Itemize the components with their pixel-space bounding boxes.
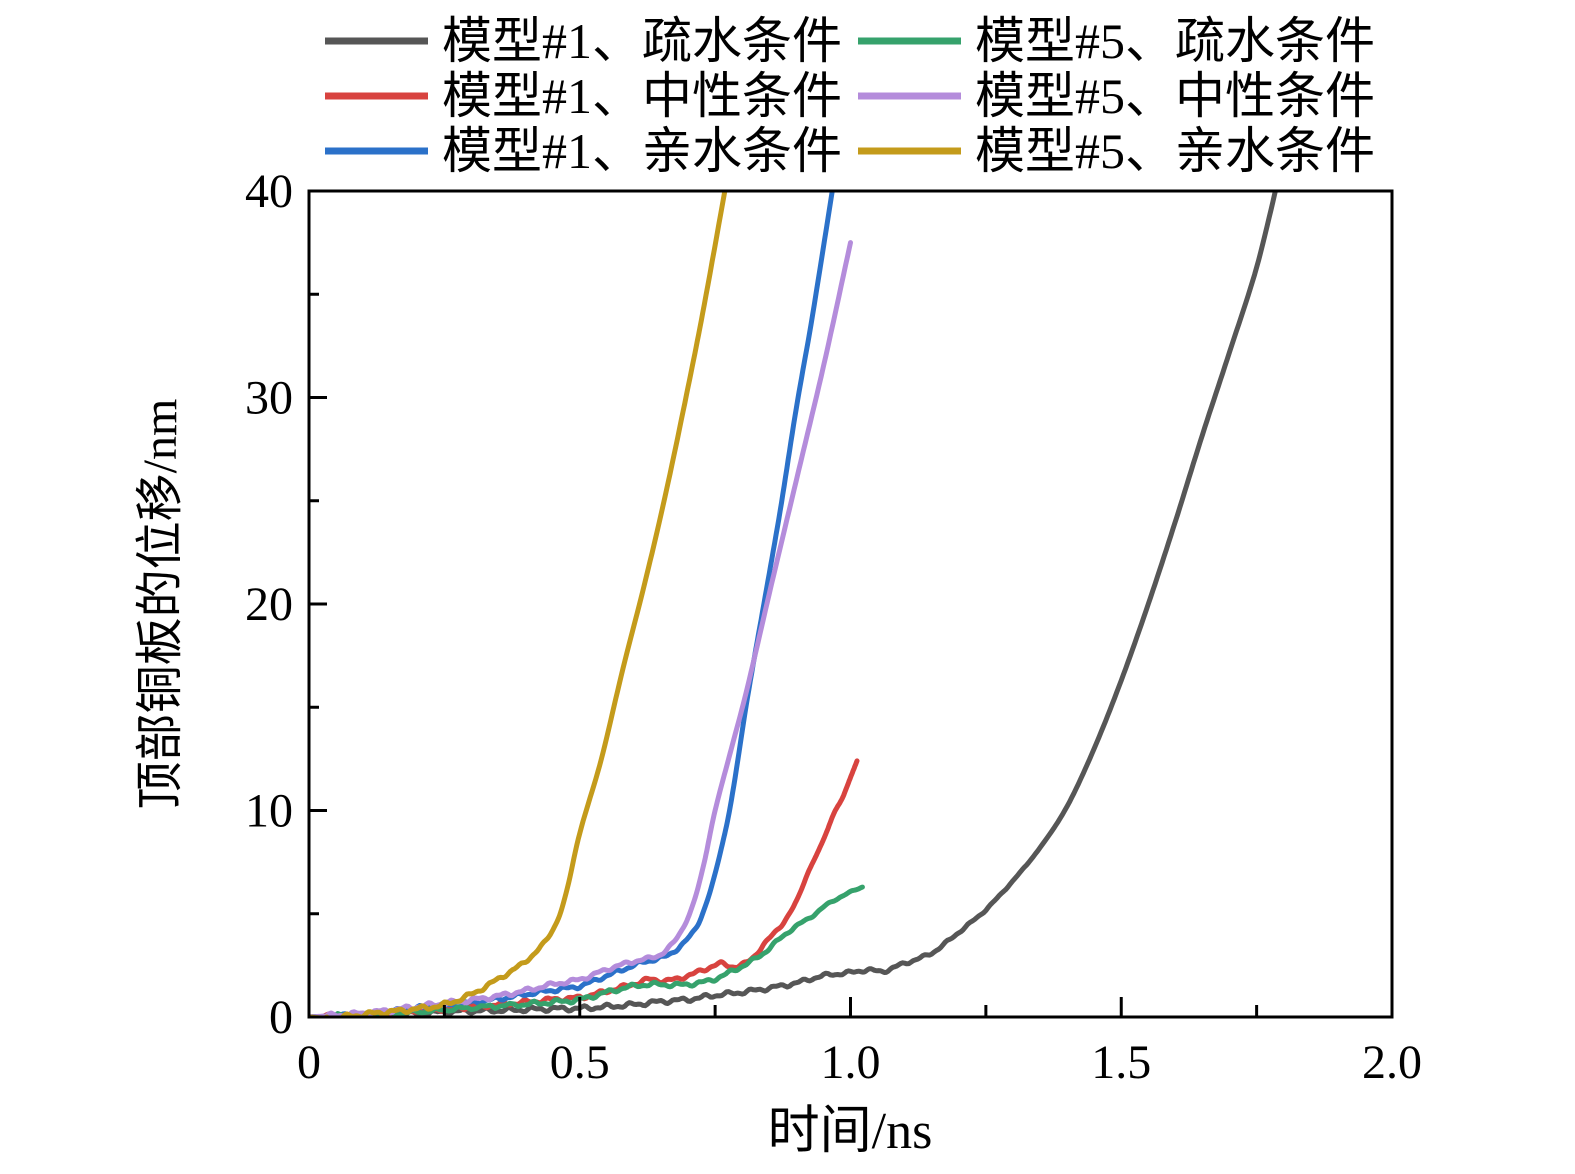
x-axis-title: 时间/ns (768, 1103, 933, 1160)
y-tick-label: 10 (245, 785, 293, 838)
y-tick-label: 30 (245, 372, 293, 425)
legend-item: 模型#1、疏水条件 (325, 13, 842, 69)
y-tick-label: 20 (245, 578, 293, 631)
tick-labels-group: 0 0.5 1.0 1.5 2.0 0 10 20 30 40 (245, 165, 1422, 1089)
legend-label: 模型#1、疏水条件 (442, 13, 842, 69)
x-tick-label: 2.0 (1362, 1036, 1422, 1089)
curve-模型#1、疏水条件 (309, 191, 1278, 1017)
legend-label: 模型#5、中性条件 (975, 68, 1375, 124)
x-tick-label: 0 (297, 1036, 321, 1089)
ticks-group (307, 189, 1394, 1019)
legend-item: 模型#5、疏水条件 (858, 13, 1375, 69)
x-tick-label: 1.0 (821, 1036, 881, 1089)
y-axis-title: 顶部铜板的位移/nm (134, 399, 187, 810)
legend-item: 模型#1、中性条件 (325, 68, 842, 124)
legend-label: 模型#1、中性条件 (442, 68, 842, 124)
legend-label: 模型#5、疏水条件 (975, 13, 1375, 69)
legend-item: 模型#5、亲水条件 (858, 123, 1375, 179)
legend-item: 模型#1、亲水条件 (325, 123, 842, 179)
curve-模型#5、中性条件 (309, 240, 853, 1017)
curves-group (309, 191, 1278, 1017)
curve-模型#5、疏水条件 (309, 884, 865, 1017)
legend-label: 模型#1、亲水条件 (442, 123, 842, 179)
y-tick-label: 0 (269, 991, 293, 1044)
legend-item: 模型#5、中性条件 (858, 68, 1375, 124)
curve-模型#5、亲水条件 (309, 191, 728, 1017)
legend-label: 模型#5、亲水条件 (975, 123, 1375, 179)
curve-模型#1、亲水条件 (309, 191, 835, 1017)
y-tick-label: 40 (245, 165, 293, 218)
x-tick-label: 1.5 (1091, 1036, 1151, 1089)
x-tick-label: 0.5 (550, 1036, 610, 1089)
